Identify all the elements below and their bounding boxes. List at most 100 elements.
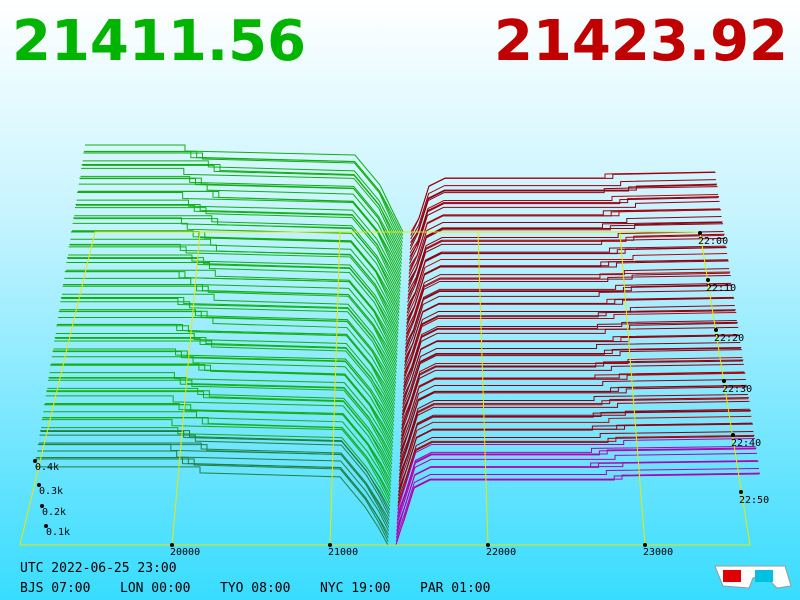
ask-layer <box>409 196 720 261</box>
time-tick <box>739 490 743 494</box>
bid-layer <box>83 152 403 243</box>
price-grid-line <box>171 231 201 546</box>
ask-layer <box>403 312 737 380</box>
bid-layer <box>60 301 397 387</box>
ask-layer <box>408 209 722 275</box>
bid-layer <box>72 222 400 310</box>
bid-layer <box>37 443 390 528</box>
price-tick <box>486 543 490 547</box>
ask-layer <box>406 252 728 317</box>
time-label: 22:30 <box>722 384 752 395</box>
ask-layer <box>403 309 736 377</box>
ask-layer <box>403 305 735 370</box>
time-tick <box>731 433 735 437</box>
bid-layer <box>72 230 400 314</box>
time-zones: BJS 07:00 LON 00:00 TYO 08:00 NYC 19:00 PAR … <box>20 581 490 596</box>
bid-layer <box>65 269 398 352</box>
ask-layer <box>395 472 761 546</box>
zone-time: LON 00:00 <box>120 581 190 596</box>
bid-layer <box>58 310 396 398</box>
bid-layer <box>69 243 399 331</box>
ask-layer <box>409 183 718 247</box>
time-tick <box>706 278 710 282</box>
zone-time: PAR 01:00 <box>420 581 490 596</box>
depth-tick <box>40 504 44 508</box>
ask-layer <box>410 179 717 240</box>
ask-layer <box>396 452 757 525</box>
bid-layer <box>63 283 397 370</box>
time-label: 22:40 <box>731 438 761 449</box>
ask-layer <box>402 342 741 409</box>
bid-layer <box>51 356 394 440</box>
bid-layer <box>41 419 391 504</box>
ask-layer <box>401 360 743 426</box>
bid-layer <box>50 364 393 451</box>
ask-layer <box>404 284 733 352</box>
ask-layer <box>400 363 744 433</box>
depth-label: 0.4k <box>35 462 59 473</box>
axis-labels: 20000 21000 22000 23000 0.4k 0.3k 0.2k 0.1k 22:0… <box>33 231 769 558</box>
price-label: 21000 <box>328 547 358 558</box>
ask-layer <box>395 468 759 539</box>
time-label: 22:00 <box>698 236 728 247</box>
ask-layer <box>405 274 731 342</box>
depth-label: 0.1k <box>46 527 70 538</box>
ask-layer <box>397 431 754 500</box>
red-lens <box>723 570 741 582</box>
bid-layer <box>67 257 399 345</box>
time-label: 22:20 <box>714 333 744 344</box>
bid-layer <box>39 434 390 518</box>
ask-layer <box>405 260 729 328</box>
bid-layer <box>78 183 402 271</box>
bid-layer <box>54 336 395 423</box>
ask-layer <box>409 200 720 264</box>
zone-time: BJS 07:00 <box>20 581 90 596</box>
bid-layer <box>74 215 401 300</box>
bid-layer <box>77 190 402 278</box>
price-label: 22000 <box>486 547 516 558</box>
ask-layer <box>405 268 730 331</box>
ask-layer <box>402 326 739 394</box>
bid-layer <box>49 372 393 454</box>
ask-layer <box>400 378 746 447</box>
bid-layer <box>51 363 394 444</box>
bid-layer <box>82 160 403 247</box>
bid-layer <box>60 297 397 384</box>
zone-time: NYC 19:00 <box>320 581 390 596</box>
price-grid-line <box>329 231 341 546</box>
bid-layer <box>36 456 389 539</box>
price-grid-line <box>619 231 646 546</box>
bid-layer <box>35 458 389 542</box>
depth-label: 0.2k <box>42 507 66 518</box>
ask-layer <box>409 197 719 257</box>
bid-layer <box>68 246 399 335</box>
bid-layer <box>73 217 400 307</box>
ask-layer <box>401 359 744 430</box>
ask-price: 21423.92 <box>494 9 788 74</box>
ask-layer <box>404 289 733 356</box>
bid-layer <box>85 144 404 233</box>
bid-layer <box>37 450 390 532</box>
time-tick <box>714 328 718 332</box>
ask-layer <box>402 321 738 391</box>
bid-layer <box>66 261 398 349</box>
ask-layer <box>401 349 742 419</box>
price-label: 20000 <box>170 547 200 558</box>
zone-time: TYO 08:00 <box>220 581 290 596</box>
bid-layer <box>53 348 395 430</box>
depth-layers <box>35 144 761 546</box>
ask-layer <box>399 400 750 472</box>
bid-layer <box>50 364 394 447</box>
bid-layer <box>48 376 393 461</box>
bid-layer <box>77 191 402 282</box>
time-label: 22:50 <box>739 495 769 506</box>
ask-layer <box>397 423 753 496</box>
time-tick <box>698 231 702 235</box>
bid-layer <box>83 150 404 240</box>
bid-layer <box>58 317 396 402</box>
bid-layer <box>81 167 403 257</box>
ask-layer <box>410 171 716 236</box>
bid-layer <box>76 199 401 285</box>
bid-layer <box>40 430 390 514</box>
time-tick <box>722 379 726 383</box>
